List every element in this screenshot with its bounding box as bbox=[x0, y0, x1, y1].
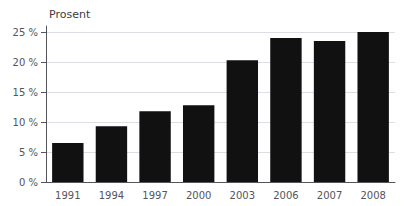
svg-text:25 %: 25 % bbox=[13, 27, 38, 38]
svg-text:2008: 2008 bbox=[360, 190, 385, 201]
svg-text:2006: 2006 bbox=[273, 190, 298, 201]
svg-text:1991: 1991 bbox=[55, 190, 80, 201]
svg-text:1994: 1994 bbox=[99, 190, 124, 201]
svg-text:1997: 1997 bbox=[142, 190, 167, 201]
svg-text:5 %: 5 % bbox=[19, 147, 38, 158]
svg-text:0 %: 0 % bbox=[19, 177, 38, 188]
svg-text:2007: 2007 bbox=[317, 190, 342, 201]
svg-text:15 %: 15 % bbox=[13, 87, 38, 98]
svg-text:2003: 2003 bbox=[230, 190, 255, 201]
svg-text:2000: 2000 bbox=[186, 190, 211, 201]
svg-text:Prosent: Prosent bbox=[49, 8, 91, 21]
svg-text:20 %: 20 % bbox=[13, 57, 38, 68]
svg-text:10 %: 10 % bbox=[13, 117, 38, 128]
